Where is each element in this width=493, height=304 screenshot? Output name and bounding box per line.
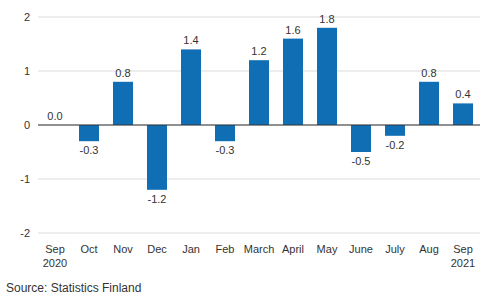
- grid-line: [38, 125, 480, 126]
- x-tick-label-part: Sep: [453, 243, 473, 255]
- bar: [351, 125, 371, 152]
- x-tick-label-part: 2020: [43, 257, 67, 269]
- x-tick-label: Oct: [80, 243, 97, 255]
- data-label: 1.6: [285, 24, 300, 36]
- y-tick-label: -1: [20, 173, 30, 185]
- bar: [147, 125, 167, 190]
- x-tick-label-part: Nov: [113, 243, 133, 255]
- x-tick-label: Dec: [147, 243, 167, 255]
- data-label: -0.5: [352, 155, 371, 167]
- x-tick-label: Nov: [113, 243, 133, 255]
- bar: [249, 60, 269, 125]
- x-tick-label: Jan: [182, 243, 200, 255]
- x-tick-label-part: March: [244, 243, 275, 255]
- data-label: 0.4: [455, 88, 470, 100]
- data-label: 1.4: [183, 34, 198, 46]
- x-tick-label: May: [317, 243, 338, 255]
- chart: -2 -1 0 1 2 0.0 -0.3 0.8 -1.2 1.4 -0.3 1.2 1.6 1.8 -0.…: [0, 0, 493, 304]
- bar: [317, 28, 337, 125]
- y-tick-label: 2: [24, 11, 30, 23]
- x-tick-label-part: Dec: [147, 243, 167, 255]
- data-label: -1.2: [148, 193, 167, 205]
- source: Source: Statistics Finland: [6, 281, 141, 295]
- data-label: -0.3: [216, 144, 235, 156]
- x-tick-label-part: Oct: [80, 243, 97, 255]
- zero-line: [38, 125, 480, 126]
- data-label: 1.2: [251, 45, 266, 57]
- grid-line: [38, 233, 480, 234]
- bar: [215, 125, 235, 141]
- bar: [181, 49, 201, 125]
- bar: [453, 103, 473, 125]
- grid-line: [38, 17, 480, 18]
- x-tick-label: Aug: [419, 243, 439, 255]
- x-tick-label-part: April: [282, 243, 304, 255]
- data-label: 1.8: [319, 13, 334, 25]
- x-tick-label-part: May: [317, 243, 338, 255]
- x-tick-label-part: Jan: [182, 243, 200, 255]
- x-tick-label-part: Sep: [45, 243, 65, 255]
- data-label: 0.0: [47, 110, 62, 122]
- x-tick-label: April: [282, 243, 304, 255]
- grid-line: [38, 179, 480, 180]
- bar: [419, 82, 439, 125]
- bar: [385, 125, 405, 136]
- x-tick-label-part: 2021: [451, 257, 475, 269]
- data-label: 0.8: [115, 67, 130, 79]
- x-tick-label-part: Aug: [419, 243, 439, 255]
- data-label: -0.3: [80, 144, 99, 156]
- x-tick-label: Feb: [216, 243, 235, 255]
- bar: [79, 125, 99, 141]
- x-tick-label-part: July: [385, 243, 405, 255]
- bars: [45, 28, 473, 190]
- data-label: -0.2: [386, 139, 405, 151]
- data-label: 0.8: [421, 67, 436, 79]
- x-tick-label: July: [385, 243, 405, 255]
- y-tick-label: 0: [24, 119, 30, 131]
- bar: [283, 39, 303, 125]
- x-tick-label: June: [349, 243, 373, 255]
- x-tick-label: Sep 2020: [43, 243, 67, 269]
- x-tick-label-part: June: [349, 243, 373, 255]
- bar: [113, 82, 133, 125]
- x-tick-label: March: [244, 243, 275, 255]
- x-tick-label: Sep 2021: [451, 243, 475, 269]
- y-tick-label: -2: [20, 227, 30, 239]
- y-tick-label: 1: [24, 65, 30, 77]
- x-tick-label-part: Feb: [216, 243, 235, 255]
